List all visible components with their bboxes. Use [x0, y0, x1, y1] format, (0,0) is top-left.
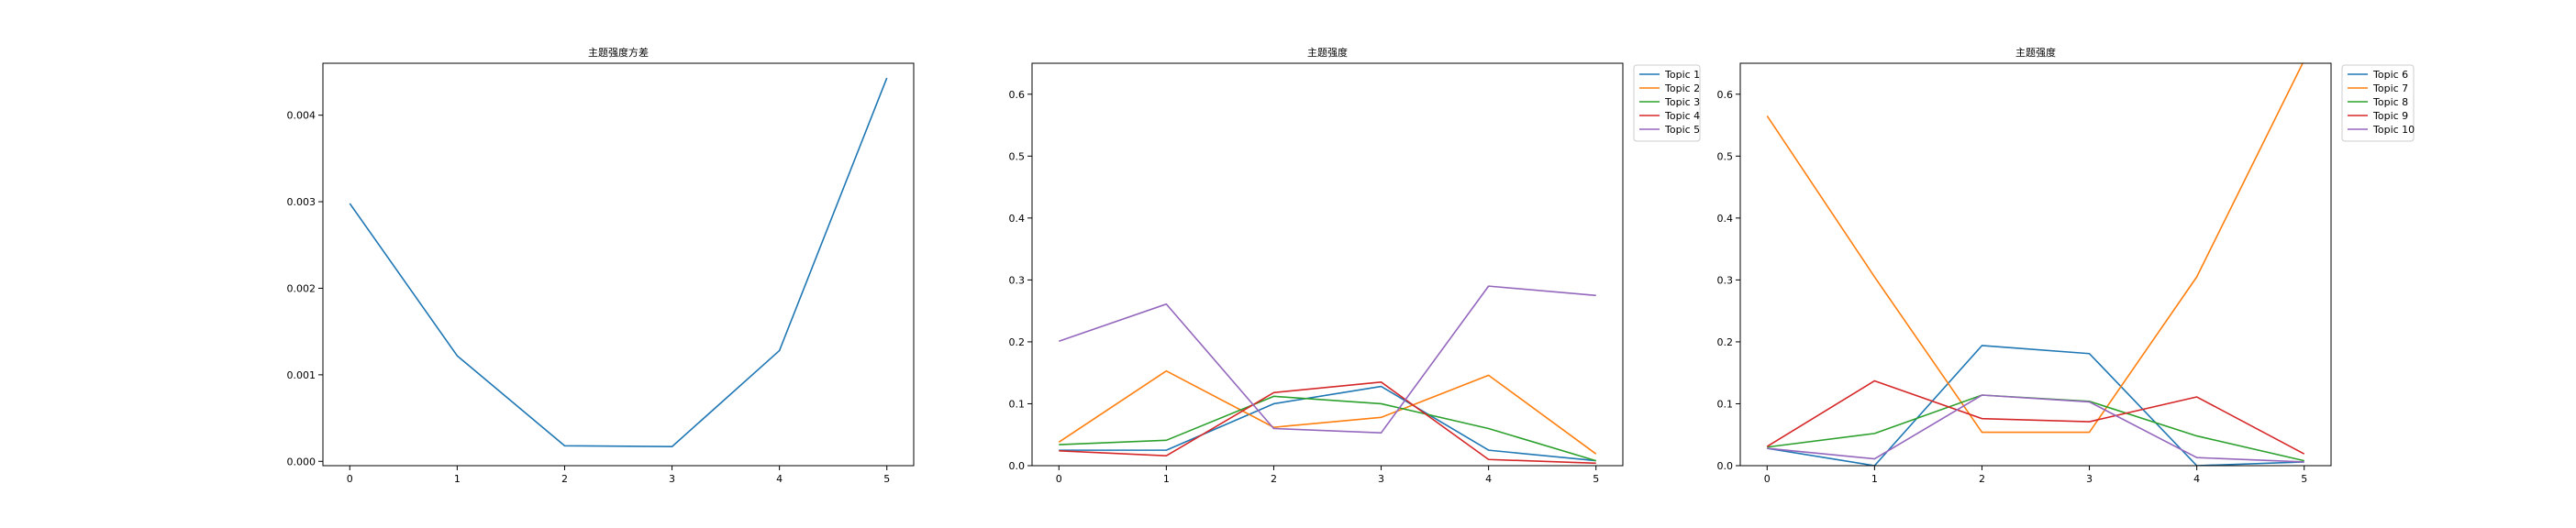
legend-label: Topic 9 — [2372, 110, 2408, 122]
series-group — [349, 77, 888, 448]
x-tick-label: 0 — [1764, 473, 1771, 485]
y-tick-label: 0.3 — [1009, 274, 1026, 286]
y-tick-label: 0.4 — [1717, 213, 1734, 225]
y-tick-label: 0.1 — [1717, 398, 1734, 410]
legend-box — [1633, 64, 1701, 142]
y-tick-label: 0.2 — [1717, 336, 1734, 348]
series-line-topic-10 — [1767, 394, 2304, 463]
series-line-topic-4 — [1059, 381, 1596, 465]
legend-label: Topic 4 — [1664, 110, 1700, 122]
legend-label: Topic 1 — [1664, 69, 1700, 81]
legend-label: Topic 3 — [1664, 96, 1700, 108]
x-tick-label: 5 — [1593, 473, 1599, 485]
series-line-topic-6 — [1767, 345, 2304, 466]
y-tick-label: 0.0 — [1009, 460, 1026, 472]
x-tick-label: 3 — [1378, 473, 1384, 485]
series-line-topic-9 — [1766, 380, 2305, 455]
y-tick-label: 0.2 — [1009, 336, 1026, 348]
x-tick-label: 2 — [1271, 473, 1277, 485]
series-line-topic-5 — [1059, 285, 1596, 434]
y-tick-label: 0.003 — [287, 196, 316, 208]
y-tick-label: 0.004 — [287, 110, 316, 122]
x-tick-label: 3 — [2086, 473, 2093, 485]
y-tick-label: 0.5 — [1009, 150, 1026, 162]
x-tick-label: 0 — [347, 473, 353, 485]
x-tick-label: 4 — [2193, 473, 2200, 485]
plot-frame — [1031, 62, 1624, 467]
plot-frame — [1739, 62, 2332, 467]
y-tick-label: 0.0 — [1717, 460, 1734, 472]
x-tick-label: 4 — [1485, 473, 1492, 485]
x-tick-label: 1 — [1871, 473, 1878, 485]
x-tick-label: 1 — [454, 473, 461, 485]
x-tick-label: 1 — [1163, 473, 1170, 485]
x-tick-label: 5 — [883, 473, 890, 485]
series-line-topic-3 — [1059, 395, 1596, 462]
legend-box — [2341, 64, 2415, 142]
x-tick-label: 3 — [669, 473, 675, 485]
y-tick-label: 0.002 — [287, 282, 316, 294]
y-tick-label: 0.6 — [1717, 89, 1734, 101]
chart-title: 主题强度方差 — [588, 46, 649, 59]
chart-1: 主题强度方差 0 1 2 3 4 5 0.000 0.001 0.002 0.003 0.004 — [287, 46, 915, 485]
chart-title: 主题强度 — [1307, 46, 1348, 59]
y-tick-label: 0.6 — [1009, 89, 1026, 101]
series-line-topic-1 — [1059, 385, 1596, 462]
series-line-topic-7 — [1766, 63, 2304, 434]
legend-label: Topic 2 — [1664, 82, 1700, 94]
legend-label: Topic 6 — [2372, 69, 2408, 81]
legend-label: Topic 8 — [2372, 96, 2408, 108]
legend-label: Topic 7 — [2372, 82, 2408, 94]
x-tick-label: 2 — [561, 473, 568, 485]
y-tick-label: 0.000 — [287, 456, 316, 468]
y-tick-label: 0.5 — [1717, 150, 1734, 162]
series-line — [349, 77, 888, 448]
series-group — [1766, 63, 2305, 466]
y-tick-label: 0.1 — [1009, 398, 1026, 410]
legend-label: Topic 10 — [2372, 124, 2415, 136]
x-tick-label: 4 — [776, 473, 783, 485]
chart-title: 主题强度 — [2015, 46, 2056, 59]
y-tick-label: 0.3 — [1717, 274, 1734, 286]
y-tick-label: 0.001 — [287, 369, 316, 381]
x-tick-label: 5 — [2301, 473, 2307, 485]
plot-frame — [322, 62, 915, 467]
series-line-topic-2 — [1058, 369, 1597, 455]
x-tick-label: 2 — [1979, 473, 1985, 485]
legend-label: Topic 5 — [1664, 124, 1700, 136]
x-tick-label: 0 — [1056, 473, 1062, 485]
series-group — [1058, 285, 1597, 465]
y-tick-label: 0.4 — [1009, 213, 1026, 225]
